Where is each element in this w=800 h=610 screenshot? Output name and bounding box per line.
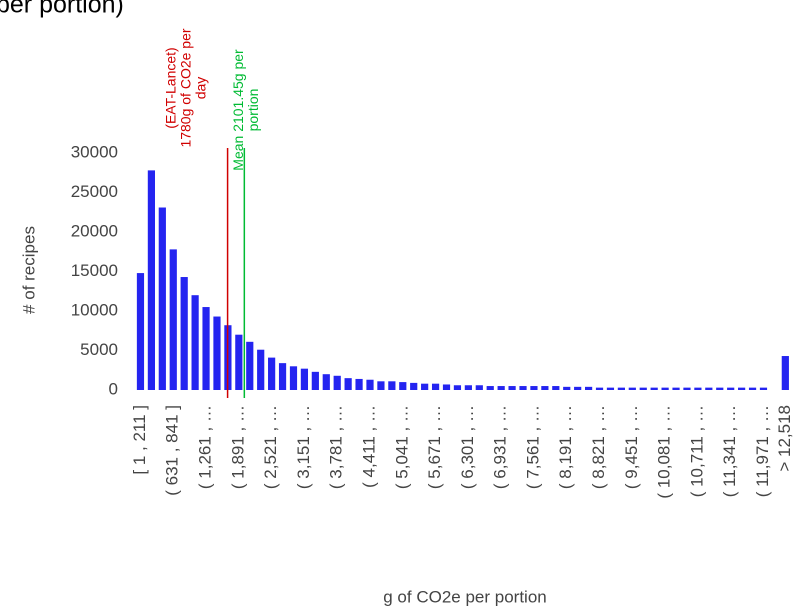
annotation-text: day (192, 77, 208, 100)
bar (311, 371, 319, 390)
bar (650, 387, 658, 390)
x-tick-label: ( 10,711 , … (687, 405, 706, 497)
x-tick-label: ( 2,521 , … (261, 405, 280, 489)
bar (639, 387, 647, 390)
bar (410, 382, 418, 390)
bar (246, 341, 254, 390)
bar (738, 387, 746, 390)
x-tick-label: ( 5,671 , … (425, 405, 444, 489)
bar (344, 378, 352, 390)
y-tick-label: 0 (109, 379, 118, 398)
bar (421, 383, 429, 390)
x-tick-label: ( 10,081 , … (655, 405, 674, 499)
bar (300, 368, 309, 390)
x-tick-label: ( 3,151 , … (294, 405, 313, 489)
bar (453, 385, 462, 390)
x-tick-label: > 12,518 (775, 405, 794, 472)
annotation-text: (EAT-Lancet) (162, 47, 178, 128)
x-tick-label: ( 11,971 , … (753, 405, 772, 497)
bar (191, 295, 199, 390)
bar (377, 381, 385, 390)
bar (552, 386, 560, 390)
bar (628, 387, 636, 390)
bar (748, 387, 757, 390)
bar (661, 387, 669, 390)
bar (497, 386, 505, 390)
bar (563, 386, 571, 390)
bar (213, 316, 221, 390)
bar (672, 387, 680, 390)
bar (519, 386, 527, 390)
bar (694, 387, 702, 390)
bar (683, 387, 691, 390)
bar (388, 381, 396, 390)
x-tick-label: ( 8,821 , … (589, 405, 608, 489)
y-axis-label: # of recipes (19, 226, 38, 314)
bar (595, 387, 604, 390)
bar (574, 386, 582, 390)
bar (617, 387, 625, 390)
bar (475, 385, 483, 390)
bar (136, 273, 145, 390)
y-tick-label: 15000 (71, 261, 118, 280)
bar (442, 384, 451, 390)
x-tick-label: ( 5,041 , … (392, 405, 411, 489)
annotation-text: 1780g of CO2e per (177, 28, 193, 147)
chart-title: per portion) (0, 0, 124, 19)
bar (541, 386, 549, 390)
y-tick-label: 10000 (71, 300, 118, 319)
bar (366, 379, 374, 390)
bar (727, 387, 735, 390)
y-tick-label: 5000 (80, 340, 118, 359)
x-tick-label: ( 8,191 , … (556, 405, 575, 489)
bar (202, 307, 210, 390)
x-tick-label: [ 1 , 211 ] (130, 405, 149, 475)
bar (322, 374, 330, 390)
bar (606, 387, 615, 390)
bar (759, 387, 768, 390)
bar (781, 356, 789, 390)
bar (147, 170, 155, 390)
x-axis-label: g of CO2e per portion (383, 587, 546, 606)
annotation-text: portion (245, 89, 261, 132)
bar (333, 375, 341, 390)
x-tick-label: ( 4,411 , … (359, 405, 378, 488)
bar (584, 386, 593, 390)
x-tick-label: ( 9,451 , … (622, 405, 641, 489)
x-tick-label: ( 631 , 841 ] (163, 405, 182, 496)
bar (257, 349, 265, 390)
bar (289, 366, 298, 390)
bar (705, 387, 713, 390)
x-tick-label: ( 7,561 , … (523, 405, 542, 489)
y-tick-label: 30000 (71, 142, 118, 161)
bar (278, 363, 287, 390)
bar (268, 357, 276, 390)
y-tick-label: 20000 (71, 221, 118, 240)
bar (464, 385, 472, 390)
bar (235, 334, 243, 390)
x-tick-label: ( 1,891 , … (228, 405, 247, 489)
x-tick-label: ( 6,301 , … (458, 405, 477, 489)
bar (716, 387, 724, 390)
bar (180, 277, 188, 390)
bar (486, 386, 494, 390)
bar (530, 386, 538, 390)
bar (399, 382, 407, 390)
x-tick-label: ( 11,341 , … (720, 405, 739, 497)
bar (169, 249, 177, 390)
bar (158, 207, 166, 390)
annotation-text: Mean 2101.45g per (230, 49, 246, 171)
bar (355, 378, 363, 390)
x-tick-label: ( 6,931 , … (491, 405, 510, 489)
bar (431, 383, 440, 390)
x-tick-label: ( 3,781 , … (327, 405, 346, 489)
bar (508, 386, 516, 390)
y-tick-label: 25000 (71, 182, 118, 201)
x-tick-label: ( 1,261 , … (196, 405, 215, 489)
